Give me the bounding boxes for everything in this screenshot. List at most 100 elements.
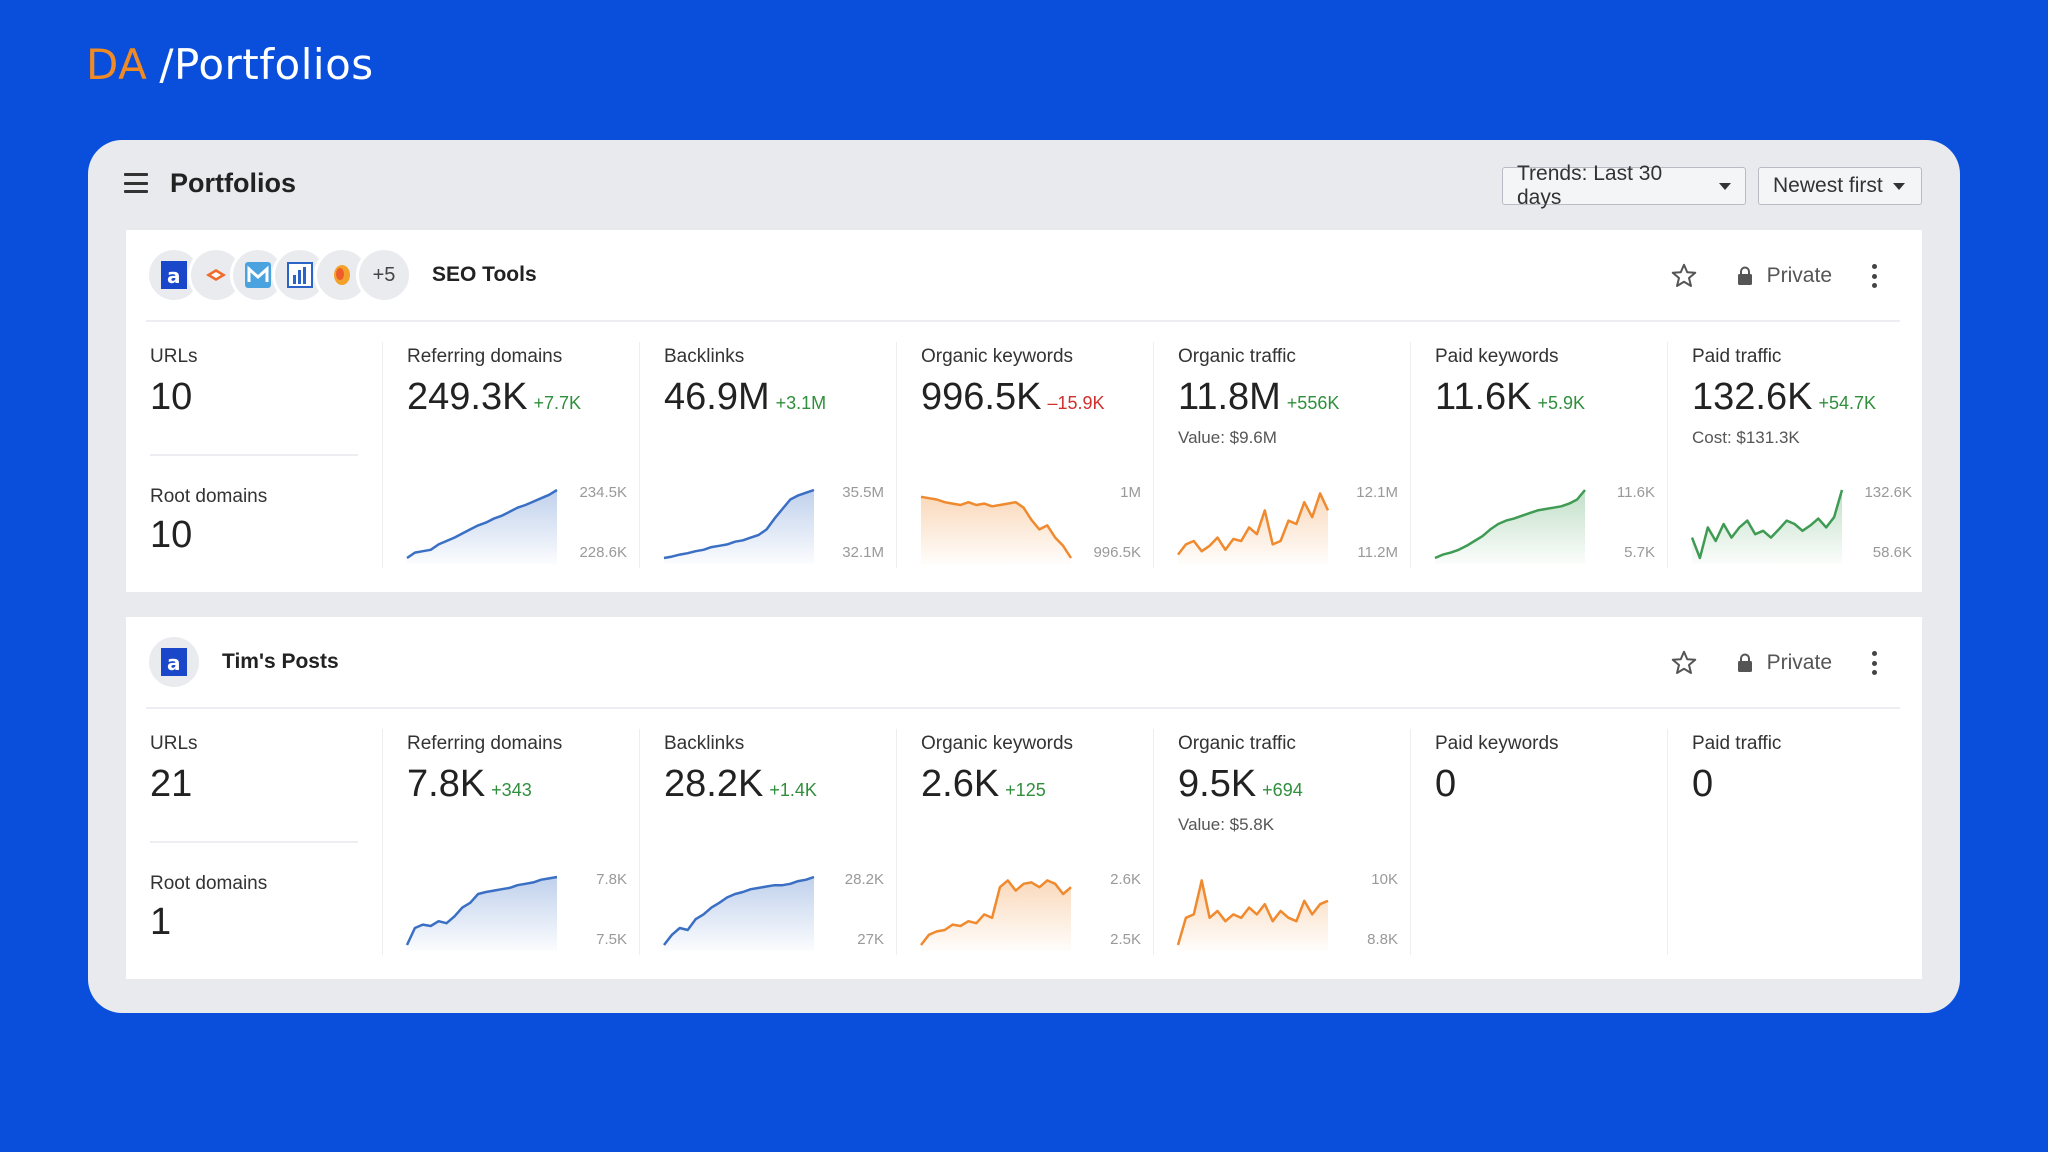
trend-chart[interactable]: 132.6K 58.6K [1690, 484, 1912, 564]
trend-chart[interactable]: 10K 8.8K [1176, 871, 1398, 951]
trend-axis-max: 7.8K [596, 871, 627, 888]
portfolios-panel: Portfolios Trends: Last 30 days Newest f… [88, 140, 1960, 1013]
divider [146, 707, 1900, 709]
sparkline-area [1692, 490, 1842, 564]
portfolio-name[interactable]: Tim's Posts [222, 650, 339, 673]
trend-axis-max: 11.6K [1616, 484, 1655, 501]
urls-column: URLs 10 Root domains 10 [126, 342, 382, 568]
sparkline-line [1177, 492, 1330, 556]
caret-down-icon [1719, 182, 1731, 190]
trend-chart[interactable]: 12.1M 11.2M [1177, 484, 1398, 564]
metric-delta: +125 [1005, 780, 1046, 800]
trend-chart[interactable]: 35.5M 32.1M [663, 484, 884, 564]
avatar-stack[interactable]: a +5 [146, 247, 412, 303]
paid-traffic-value[interactable]: 0 [1692, 763, 1713, 806]
paid-keywords-column: Paid keywords 0 [1410, 729, 1666, 955]
sparkline [405, 875, 558, 951]
metric-value: 9.5K [1178, 763, 1257, 805]
sparkline-line [406, 488, 558, 560]
portfolio-actions: Private [1669, 260, 1878, 292]
menu-icon[interactable] [124, 173, 148, 193]
paid-keywords-value[interactable]: 11.6K +5.9K [1435, 376, 1585, 419]
backlinks-column: Backlinks 28.2K +1.4K 28.2K 27K [639, 729, 895, 955]
sparkline [663, 488, 815, 564]
urls-label: URLs [150, 346, 198, 367]
organic-keywords-value[interactable]: 996.5K –15.9K [921, 376, 1105, 419]
star-icon[interactable] [1669, 261, 1699, 291]
organic-keywords-value[interactable]: 2.6K +125 [921, 763, 1046, 806]
trends-dropdown[interactable]: Trends: Last 30 days [1502, 162, 1746, 209]
referring-domains-value[interactable]: 249.3K +7.7K [407, 376, 581, 419]
backlinks-value[interactable]: 28.2K +1.4K [664, 763, 817, 806]
paid-traffic-value[interactable]: 132.6K +54.7K [1692, 376, 1876, 419]
trend-chart[interactable]: 7.8K 7.5K [405, 871, 627, 951]
referring-domains-column: Referring domains 249.3K +7.7K 234.5K 228.6K [382, 342, 638, 568]
organic-traffic-value[interactable]: 9.5K +694 [1178, 763, 1303, 806]
visibility-label: Private [1766, 651, 1832, 674]
metric-delta: +694 [1262, 780, 1303, 800]
breadcrumb: DA/Portfolios [86, 40, 374, 89]
visibility-label: Private [1766, 264, 1832, 287]
metric-delta: –15.9K [1047, 393, 1105, 413]
metrics-row: URLs 10 Root domains 10 Referring domain… [126, 322, 1922, 592]
referring-domains-value[interactable]: 7.8K +343 [407, 763, 532, 806]
paid-traffic-column: Paid traffic 0 [1667, 729, 1923, 955]
trend-axis-min: 996.5K [1093, 544, 1141, 561]
sort-dropdown-label: Newest first [1773, 174, 1883, 197]
trend-chart[interactable]: 234.5K 228.6K [406, 484, 627, 564]
urls-label: URLs [150, 733, 198, 754]
svg-text:a: a [167, 651, 181, 675]
portfolio-header: a Tim's Posts Private [126, 617, 1922, 709]
metric-value: 11.8M [1178, 376, 1281, 418]
urls-value[interactable]: 21 [150, 763, 193, 805]
urls-column: URLs 21 Root domains 1 [126, 729, 382, 955]
referring-domains-column: Referring domains 7.8K +343 7.8K 7.5K [382, 729, 638, 955]
sparkline-area [664, 877, 814, 951]
more-options-icon[interactable] [1870, 264, 1878, 288]
paid-traffic-label: Paid traffic [1692, 346, 1782, 367]
metric-delta: +5.9K [1537, 393, 1586, 413]
metric-value: 0 [1435, 763, 1457, 805]
metric-value: 132.6K [1692, 376, 1813, 418]
sparkline-area [921, 496, 1071, 564]
organic-traffic-value[interactable]: 11.8M +556K [1178, 376, 1339, 419]
sparkline-area [921, 880, 1071, 951]
avatar-stack[interactable]: a [146, 634, 202, 690]
sparkline-line [663, 875, 815, 946]
trend-chart[interactable]: 28.2K 27K [663, 871, 884, 951]
portfolio-card: a +5 SEO Tools Privat [126, 230, 1922, 592]
organic-keywords-column: Organic keywords 2.6K +125 2.6K 2.5K [896, 729, 1152, 955]
paid-traffic-column: Paid traffic 132.6K +54.7K Cost: $131.3K 132… [1667, 342, 1923, 568]
trend-chart[interactable]: 2.6K 2.5K [920, 871, 1141, 951]
metric-value: 11.6K [1435, 376, 1532, 418]
paid-keywords-label: Paid keywords [1435, 346, 1559, 367]
paid-keywords-column: Paid keywords 11.6K +5.9K 11.6K 5.7K [1410, 342, 1666, 568]
organic-keywords-label: Organic keywords [921, 346, 1074, 367]
more-options-icon[interactable] [1870, 651, 1878, 675]
sparkline [1176, 879, 1329, 951]
root-domains-value[interactable]: 1 [150, 901, 172, 943]
paid-keywords-value[interactable]: 0 [1435, 763, 1456, 806]
organic-traffic-column: Organic traffic 9.5K +694 Value: $5.8K 10K 8.… [1153, 729, 1409, 955]
sparkline-line [663, 488, 815, 560]
lock-icon [1737, 266, 1752, 285]
root-domains-value[interactable]: 10 [150, 514, 193, 556]
backlinks-value[interactable]: 46.9M +3.1M [664, 376, 826, 419]
urls-value[interactable]: 10 [150, 376, 193, 418]
star-icon[interactable] [1669, 648, 1699, 678]
portfolio-name[interactable]: SEO Tools [432, 263, 537, 286]
trend-axis-min: 228.6K [579, 544, 627, 561]
referring-domains-label: Referring domains [407, 346, 563, 367]
trends-dropdown-label: Trends: Last 30 days [1517, 162, 1663, 209]
sparkline-line [1176, 879, 1329, 946]
trend-chart[interactable]: 11.6K 5.7K [1434, 484, 1655, 564]
trend-chart[interactable]: 1M 996.5K [920, 484, 1141, 564]
metric-delta: +556K [1286, 393, 1340, 413]
sparkline-line [1434, 489, 1586, 560]
sparkline [920, 879, 1072, 951]
metric-value: 2.6K [921, 763, 1000, 805]
trend-axis-max: 1M [1120, 484, 1141, 501]
root-domains-label: Root domains [150, 486, 268, 507]
panel-header: Portfolios Trends: Last 30 days Newest f… [88, 140, 1960, 230]
sort-dropdown[interactable]: Newest first [1758, 167, 1922, 205]
